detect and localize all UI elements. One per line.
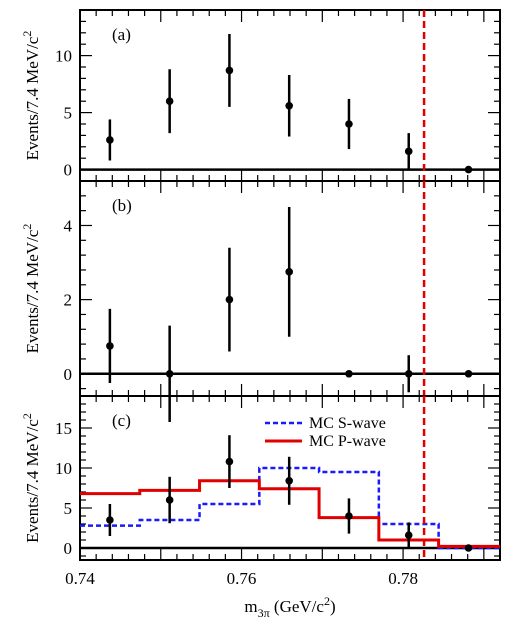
y-tick-label: 0: [64, 365, 73, 384]
y-tick-label: 10: [55, 459, 72, 478]
y-tick-label: 10: [55, 47, 72, 66]
y-axis-label: Events/7.4 MeV/c2: [20, 31, 42, 161]
y-axis-label: Events/7.4 MeV/c2: [20, 413, 42, 543]
data-point: [106, 136, 114, 144]
data-point: [106, 342, 114, 350]
x-tick-label: 0.74: [65, 569, 95, 588]
x-tick-label: 0.76: [227, 569, 257, 588]
data-point: [285, 101, 293, 110]
panel-label: (a): [112, 25, 131, 44]
data-point: [225, 457, 234, 466]
data-point: [345, 120, 353, 128]
x-axis-label: m3π (GeV/c2): [244, 594, 335, 620]
y-tick-label: 2: [64, 291, 73, 310]
data-point: [285, 477, 293, 485]
data-point: [464, 544, 473, 552]
data-point: [106, 516, 114, 524]
legend-label: MC S-wave: [309, 415, 386, 432]
data-point: [464, 369, 473, 378]
panel-label: (c): [112, 411, 131, 430]
panel-3: 0 5 10 15 (c) Events/7.4 MeV/c2 0.74 0.76 0.78 m3…: [20, 395, 501, 620]
y-tick-label: 5: [64, 104, 73, 123]
y-tick-label: 0: [64, 161, 73, 180]
y-tick-label: 4: [64, 216, 73, 235]
data-point: [225, 295, 234, 304]
panel-1: 0 5 10 (a) Events/7.4 MeV/c2: [20, 9, 501, 182]
x-tick-label: 0.78: [388, 569, 418, 588]
legend-label: MC P-wave: [309, 433, 386, 450]
data-point: [404, 147, 413, 156]
data-point: [345, 369, 353, 378]
y-tick-label: 5: [64, 499, 73, 518]
data-point: [285, 268, 293, 276]
data-point: [464, 165, 473, 174]
panel-label: (b): [112, 196, 132, 215]
y-tick-label: 0: [64, 539, 73, 558]
data-point: [165, 369, 174, 378]
y-axis-label: Events/7.4 MeV/c2: [20, 224, 42, 354]
data-point: [165, 496, 174, 504]
data-point: [225, 66, 234, 75]
data-point: [404, 369, 413, 378]
data-point: [165, 97, 174, 105]
data-point: [404, 531, 413, 539]
panel-2: 0 2 4 (b) Events/7.4 MeV/c2: [20, 180, 501, 422]
y-tick-label: 15: [55, 419, 72, 438]
data-point: [345, 512, 353, 520]
